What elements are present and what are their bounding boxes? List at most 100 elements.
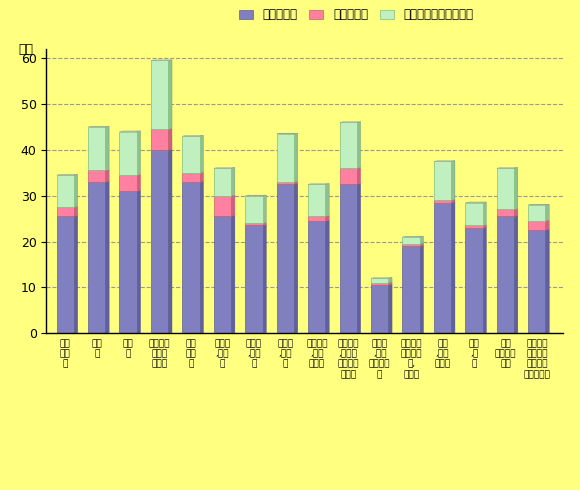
Bar — [245, 196, 263, 223]
Polygon shape — [388, 278, 392, 283]
Polygon shape — [168, 129, 172, 150]
Bar — [214, 168, 231, 196]
Text: 運輸業
,郵便
業: 運輸業 ,郵便 業 — [215, 339, 230, 368]
Bar — [528, 221, 545, 230]
Bar — [277, 134, 294, 182]
Bar — [57, 175, 74, 207]
Bar — [403, 246, 420, 333]
Polygon shape — [168, 149, 172, 333]
Bar — [371, 285, 388, 333]
Legend: 所定内給与, 所定外給与, 特別に支払われた給与: 所定内給与, 所定外給与, 特別に支払われた給与 — [234, 4, 478, 26]
Bar — [528, 230, 545, 333]
Text: 教育
,学習
支援業: 教育 ,学習 支援業 — [434, 339, 451, 368]
Polygon shape — [528, 204, 549, 205]
Text: 建設
業: 建設 業 — [91, 339, 102, 358]
Bar — [465, 228, 483, 333]
Polygon shape — [545, 220, 549, 230]
Bar — [434, 200, 451, 202]
Polygon shape — [403, 236, 423, 237]
Polygon shape — [357, 184, 361, 333]
Text: 宿泊業
,飲食
サービス
業: 宿泊業 ,飲食 サービス 業 — [369, 339, 390, 379]
Bar — [465, 225, 483, 228]
Polygon shape — [294, 133, 298, 182]
Polygon shape — [483, 202, 487, 225]
Bar — [151, 60, 168, 129]
Text: 熱供給・
ガス・
水道業: 熱供給・ ガス・ 水道業 — [149, 339, 171, 368]
Bar — [528, 205, 545, 221]
Polygon shape — [325, 184, 329, 216]
Text: 生活関連
サービス
業,
娯楽業: 生活関連 サービス 業, 娯楽業 — [400, 339, 422, 379]
Bar — [88, 127, 106, 171]
Polygon shape — [514, 209, 518, 216]
Polygon shape — [420, 243, 423, 246]
Bar — [151, 129, 168, 150]
Polygon shape — [483, 225, 487, 228]
Bar — [371, 278, 388, 283]
Bar — [339, 168, 357, 184]
Polygon shape — [106, 126, 109, 171]
Text: 複合
サービス
事業: 複合 サービス 事業 — [495, 339, 516, 368]
Polygon shape — [231, 168, 235, 196]
Polygon shape — [106, 181, 109, 333]
Polygon shape — [231, 195, 235, 216]
Polygon shape — [357, 122, 361, 168]
Polygon shape — [451, 200, 455, 202]
Polygon shape — [451, 202, 455, 333]
Polygon shape — [200, 172, 204, 182]
Text: 金融業
,保険
業: 金融業 ,保険 業 — [277, 339, 293, 368]
Polygon shape — [294, 184, 298, 333]
Polygon shape — [277, 133, 298, 134]
Polygon shape — [420, 236, 423, 244]
Polygon shape — [263, 195, 266, 223]
Bar — [465, 202, 483, 225]
Polygon shape — [545, 204, 549, 221]
Bar — [277, 182, 294, 184]
Bar — [182, 173, 200, 182]
Bar — [308, 216, 325, 221]
Bar — [119, 131, 137, 175]
Text: 製造
業: 製造 業 — [123, 339, 133, 358]
Polygon shape — [231, 216, 235, 333]
Polygon shape — [137, 174, 140, 191]
Polygon shape — [357, 168, 361, 184]
Bar — [308, 184, 325, 216]
Polygon shape — [388, 282, 392, 285]
Polygon shape — [137, 131, 140, 175]
Bar — [151, 150, 168, 333]
Polygon shape — [483, 227, 487, 333]
Bar — [57, 216, 74, 333]
Polygon shape — [74, 174, 78, 207]
Polygon shape — [74, 207, 78, 216]
Text: 卸売業
,小売
業: 卸売業 ,小売 業 — [246, 339, 262, 368]
Text: 調査
産業
計: 調査 産業 計 — [60, 339, 71, 368]
Polygon shape — [545, 229, 549, 333]
Bar — [214, 216, 231, 333]
Bar — [496, 216, 514, 333]
Bar — [496, 209, 514, 216]
Bar — [434, 161, 451, 200]
Bar — [403, 244, 420, 246]
Polygon shape — [200, 181, 204, 333]
Polygon shape — [263, 222, 266, 225]
Polygon shape — [325, 216, 329, 221]
Polygon shape — [263, 225, 266, 333]
Bar — [496, 168, 514, 209]
Text: 学術研究
,専門・
技術サー
ビス業: 学術研究 ,専門・ 技術サー ビス業 — [338, 339, 359, 379]
Text: 情報
通信
業: 情報 通信 業 — [186, 339, 197, 368]
Polygon shape — [388, 285, 392, 333]
Polygon shape — [106, 170, 109, 182]
Polygon shape — [57, 174, 78, 175]
Polygon shape — [514, 168, 518, 209]
Text: 不動産業
,物品
賃貸業: 不動産業 ,物品 賃貸業 — [306, 339, 328, 368]
Bar — [182, 182, 200, 333]
Polygon shape — [245, 195, 266, 196]
Bar — [277, 184, 294, 333]
Bar — [371, 283, 388, 285]
Bar — [57, 207, 74, 216]
Y-axis label: 万円: 万円 — [18, 43, 33, 56]
Bar — [245, 223, 263, 225]
Polygon shape — [420, 245, 423, 333]
Bar — [339, 184, 357, 333]
Bar — [434, 202, 451, 333]
Bar — [182, 136, 200, 173]
